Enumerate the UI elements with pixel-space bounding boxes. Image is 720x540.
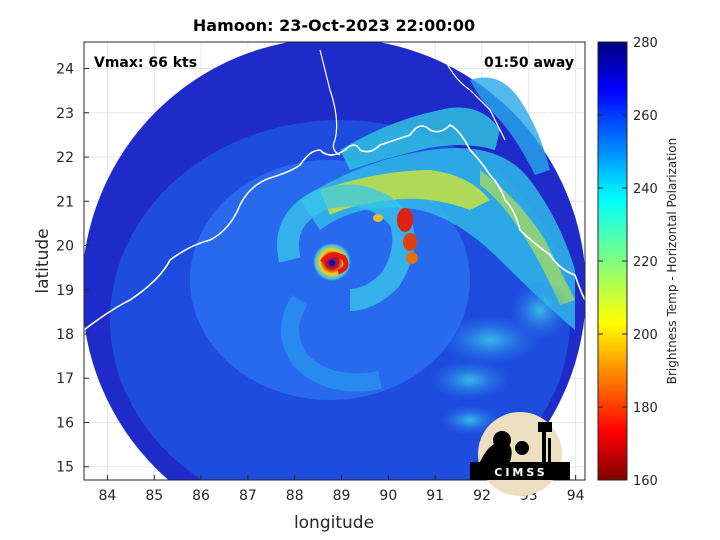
x-tick-label: 92 (473, 488, 491, 504)
x-axis-label: longitude (294, 513, 374, 533)
colorbar-ticks: 160 180 200 220 240 260 280 (598, 36, 658, 489)
colorbar-tick-label: 200 (633, 328, 658, 343)
x-tick-label: 88 (286, 488, 304, 504)
logo-text: CIMSS (494, 466, 547, 479)
cimss-logo: CIMSS (470, 412, 570, 496)
x-tick-label: 85 (145, 488, 163, 504)
colorbar-tick-label: 260 (633, 109, 658, 124)
y-tick-label: 18 (56, 327, 74, 343)
y-tick-label: 15 (56, 460, 74, 476)
colorbar-tick-label: 220 (633, 255, 658, 270)
vmax-annotation: Vmax: 66 kts (94, 55, 197, 71)
y-tick-label: 23 (56, 106, 74, 122)
chart-title: Hamoon: 23-Oct-2023 22:00:00 (193, 16, 475, 35)
x-tick-label: 89 (333, 488, 351, 504)
y-axis: 15 16 17 18 19 20 21 22 23 24 (56, 62, 89, 476)
y-tick-label: 16 (56, 415, 74, 431)
axes-frame (83, 41, 586, 481)
time-away-annotation: 01:50 away (484, 55, 574, 71)
colorbar-tick-label: 280 (633, 36, 658, 51)
x-tick-label: 87 (239, 488, 257, 504)
x-tick-label: 94 (567, 488, 585, 504)
colorbar-label: Brightness Temp - Horizontal Polarizatio… (665, 138, 679, 385)
colorbar-tick-label: 160 (633, 474, 658, 489)
convection-cell (397, 208, 413, 232)
swath-image (84, 42, 585, 480)
y-axis-label: latitude (33, 228, 53, 293)
y-tick-label: 20 (56, 239, 74, 255)
colorbar-tick-label: 180 (633, 401, 658, 416)
colorbar-tick-label: 240 (633, 182, 658, 197)
x-axis: 84 85 86 87 88 89 90 91 92 93 94 (98, 475, 585, 504)
y-tick-label: 21 (56, 194, 74, 210)
y-tick-label: 17 (56, 371, 74, 387)
coastline (84, 124, 585, 331)
y-tick-label: 24 (56, 62, 74, 78)
x-tick-label: 84 (98, 488, 116, 504)
x-tick-label: 90 (379, 488, 397, 504)
y-tick-label: 19 (56, 283, 74, 299)
x-tick-label: 91 (426, 488, 444, 504)
x-tick-label: 86 (192, 488, 210, 504)
y-tick-label: 22 (56, 150, 74, 166)
